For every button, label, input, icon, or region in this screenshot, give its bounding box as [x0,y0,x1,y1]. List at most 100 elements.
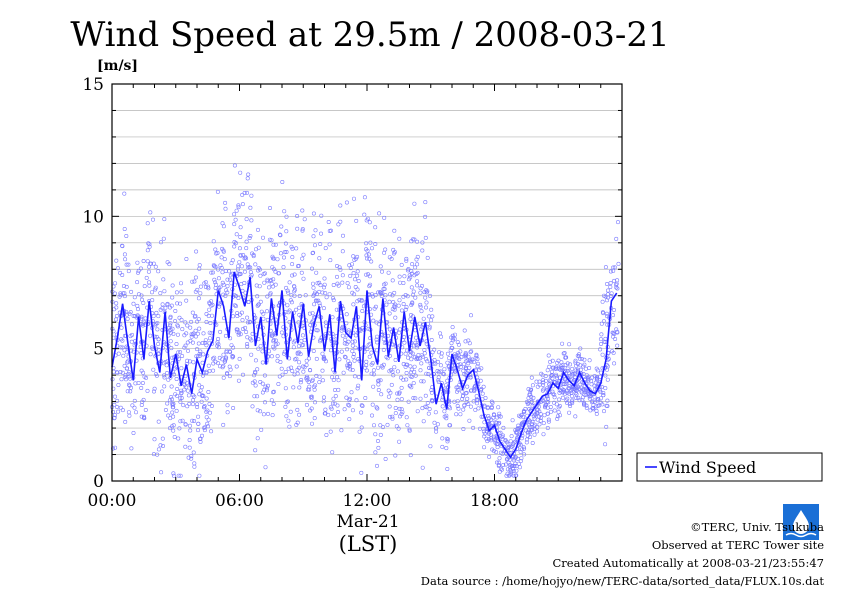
scatter-point [244,246,249,251]
scatter-point [438,331,443,336]
x-tick-label: 06:00 [215,491,264,511]
scatter-point [268,291,273,296]
scatter-point [354,218,359,223]
scatter-point [570,377,575,382]
scatter-point [162,373,167,378]
scatter-point [202,281,207,286]
scatter-point [312,387,317,392]
scatter-point [615,286,620,291]
scatter-point [420,406,425,411]
scatter-point [217,304,222,309]
scatter-point [304,374,309,379]
scatter-point [256,302,261,307]
scatter-point [209,429,214,434]
scatter-point [191,402,196,407]
scatter-point [156,347,161,352]
scatter-point [461,368,466,373]
scatter-point [189,456,194,461]
scatter-point [442,367,447,372]
scatter-point [174,290,179,295]
scatter-point [574,388,579,393]
scatter-point [113,394,118,399]
scatter-point [311,348,316,353]
scatter-point [195,319,200,324]
scatter-point [175,386,180,391]
scatter-point [235,329,240,334]
scatter-point [339,349,344,354]
scatter-point [519,456,524,461]
scatter-point [497,456,502,461]
scatter-point [202,428,207,433]
scatter-point [605,314,610,319]
scatter-point [176,473,181,478]
scatter-point [191,398,196,403]
scatter-point [524,399,529,404]
scatter-point [119,377,124,382]
scatter-point [605,398,610,403]
scatter-point [265,279,270,284]
scatter-point [245,315,250,320]
grid-lines [112,110,622,455]
scatter-point [327,242,332,247]
scatter-point [357,297,362,302]
scatter-point [122,227,127,232]
scatter-point [466,369,471,374]
scatter-point [196,341,201,346]
scatter-point [429,318,434,323]
scatter-point [179,317,184,322]
scatter-point [530,383,535,388]
scatter-point [145,221,150,226]
scatter-point [408,370,413,375]
scatter-point [260,360,265,365]
scatter-point [556,410,561,415]
scatter-point [442,409,447,414]
scatter-point [545,411,550,416]
scatter-point [152,389,157,394]
scatter-point [290,246,295,251]
scatter-point [183,422,188,427]
scatter-point [365,346,370,351]
scatter-point [261,316,266,321]
scatter-point [384,354,389,359]
scatter-point [466,401,471,406]
scatter-point [300,228,305,233]
scatter-point [292,287,297,292]
scatter-point [311,234,316,239]
scatter-point [127,413,132,418]
scatter-point [236,378,241,383]
scatter-point [183,444,188,449]
scatter-point [295,264,300,269]
scatter-point [140,380,145,385]
scatter-point [594,411,599,416]
scatter-point [427,293,432,298]
scatter-point [189,334,194,339]
scatter-point [577,356,582,361]
scatter-point [560,363,565,368]
scatter-point [212,355,217,360]
scatter-point [154,372,159,377]
scatter-point [221,422,226,427]
scatter-point [120,272,125,277]
scatter-point [462,328,467,333]
scatter-point [281,265,286,270]
scatter-point [464,390,469,395]
scatter-point [404,415,409,420]
scatter-point [367,284,372,289]
scatter-point [198,436,203,441]
scatter-point [313,383,318,388]
scatter-point [197,351,202,356]
scatter-point [441,372,446,377]
scatter-point [231,345,236,350]
scatter-point [541,398,546,403]
scatter-point [166,413,171,418]
scatter-point [128,310,133,315]
scatter-point [300,333,305,338]
scatter-point [225,371,230,376]
scatter-point [335,281,340,286]
scatter-point [171,405,176,410]
scatter-point [482,431,487,436]
scatter-point [127,374,132,379]
scatter-point [200,340,205,345]
scatter-point [352,339,357,344]
scatter-point [270,254,275,259]
